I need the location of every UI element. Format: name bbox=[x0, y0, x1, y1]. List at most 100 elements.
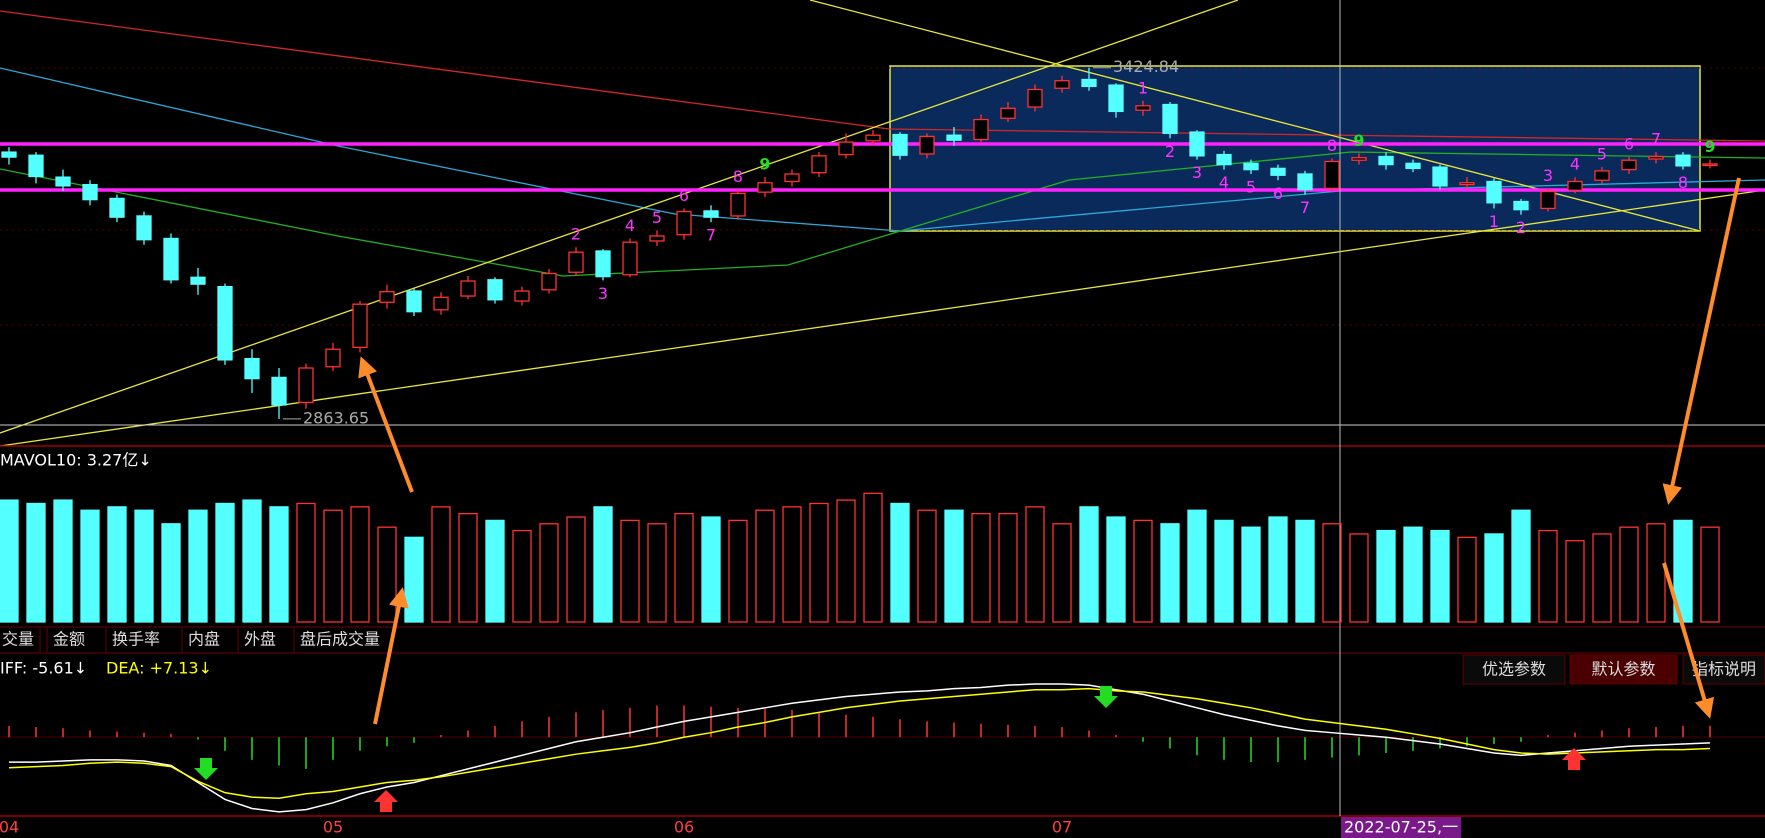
candle-body bbox=[1162, 103, 1178, 134]
td-label: 8 bbox=[733, 167, 743, 186]
selection-box bbox=[889, 65, 1701, 232]
volume-bar bbox=[539, 523, 559, 623]
volume-bar bbox=[1457, 536, 1477, 623]
td-label: 4 bbox=[1219, 173, 1229, 192]
candle-body bbox=[1540, 190, 1556, 210]
candle-body bbox=[1324, 160, 1340, 190]
volume-bar bbox=[1430, 529, 1450, 623]
param-button[interactable]: 优选参数 bbox=[1482, 660, 1546, 679]
volume-bar bbox=[944, 509, 964, 623]
volume-bar bbox=[836, 499, 856, 623]
td-label: 1 bbox=[1489, 212, 1499, 231]
param-button[interactable]: 默认参数 bbox=[1591, 660, 1655, 679]
volume-bar bbox=[1565, 540, 1585, 623]
volume-bar bbox=[188, 509, 208, 623]
x-tick-label: 04 bbox=[0, 818, 19, 837]
volume-bar bbox=[701, 516, 721, 623]
candle-body bbox=[1000, 107, 1016, 119]
volume-bar bbox=[1349, 533, 1369, 623]
td-label: 3 bbox=[598, 284, 608, 303]
candle-body bbox=[1648, 155, 1664, 160]
candle-body bbox=[1216, 153, 1232, 166]
volume-bar bbox=[134, 509, 154, 623]
volume-bar bbox=[971, 512, 991, 623]
candle-body bbox=[487, 279, 503, 301]
td-label: 2 bbox=[1165, 142, 1175, 161]
cursor-date-box bbox=[1341, 817, 1461, 838]
indicator-tab[interactable]: 换手率 bbox=[112, 630, 160, 649]
param-button[interactable]: 指标说明 bbox=[1692, 660, 1756, 679]
volume-bar bbox=[1106, 516, 1126, 623]
ma-line bbox=[0, 10, 1765, 142]
candle-body bbox=[568, 251, 584, 273]
candle-body bbox=[406, 290, 422, 313]
candle-body bbox=[298, 367, 314, 404]
volume-bar bbox=[1484, 533, 1504, 623]
candle-body bbox=[433, 296, 449, 311]
candle-body bbox=[1378, 155, 1394, 166]
indicator-tab[interactable]: 交量 bbox=[2, 630, 34, 649]
volume-bar bbox=[1322, 523, 1342, 623]
td-label: 5 bbox=[652, 208, 662, 227]
td-label: 1 bbox=[1138, 78, 1148, 97]
indicator-tab[interactable]: 外盘 bbox=[244, 630, 276, 649]
candle-body bbox=[1351, 157, 1367, 161]
candle-body bbox=[973, 118, 989, 141]
volume-bar bbox=[1052, 523, 1072, 623]
candle-body bbox=[784, 173, 800, 183]
volume-bar bbox=[377, 526, 397, 623]
volume-bar bbox=[1592, 533, 1612, 623]
annotation-arrow bbox=[358, 356, 414, 493]
candle-body bbox=[622, 241, 638, 276]
dea-label: DEA: +7.13↓ bbox=[106, 659, 212, 678]
indicator-tab[interactable]: 内盘 bbox=[188, 630, 220, 649]
candle-body bbox=[379, 291, 395, 303]
extreme-label: 3424.84 bbox=[1113, 57, 1179, 76]
volume-bar bbox=[620, 519, 640, 623]
td-label: 3 bbox=[1192, 163, 1202, 182]
candle-body bbox=[55, 176, 71, 187]
macd-diff-line bbox=[9, 683, 1711, 813]
volume-bar bbox=[674, 512, 694, 623]
volume-bar bbox=[458, 512, 478, 623]
volume-bar bbox=[1403, 526, 1423, 623]
td-label: 5 bbox=[1246, 177, 1256, 196]
candle-body bbox=[865, 134, 881, 142]
volume-bar bbox=[1133, 519, 1153, 623]
volume-bar bbox=[1214, 519, 1234, 623]
cross-arrow bbox=[1562, 748, 1586, 770]
candle-body bbox=[838, 141, 854, 156]
candle-body bbox=[649, 235, 665, 242]
volume-bar bbox=[269, 506, 289, 623]
annotation-arrow bbox=[373, 587, 409, 725]
volume-bar bbox=[1025, 506, 1045, 623]
td-label: 8 bbox=[1678, 173, 1688, 192]
volume-bar bbox=[1376, 529, 1396, 623]
candle-body bbox=[595, 250, 611, 278]
candle-body bbox=[1405, 162, 1421, 170]
indicator-tab[interactable]: 盘后成交量 bbox=[300, 630, 380, 649]
candle-body bbox=[163, 237, 179, 281]
candle-body bbox=[1594, 170, 1610, 181]
volume-bar bbox=[1619, 526, 1639, 623]
td-label: 4 bbox=[625, 216, 635, 235]
indicator-tab[interactable]: 金额 bbox=[53, 630, 85, 649]
cursor-date: 2022-07-25,一 bbox=[1344, 818, 1458, 837]
candle-body bbox=[1189, 131, 1205, 157]
volume-label: MAVOL10: 3.27亿↓ bbox=[0, 451, 152, 470]
volume-bar bbox=[1538, 529, 1558, 623]
candle-body bbox=[1270, 167, 1286, 176]
td-label: 3 bbox=[1543, 166, 1553, 185]
td-label: 9 bbox=[759, 155, 770, 174]
extreme-label: 2863.65 bbox=[303, 408, 369, 427]
volume-bar bbox=[215, 502, 235, 623]
candle-body bbox=[1567, 180, 1583, 191]
volume-bar bbox=[53, 499, 73, 623]
td-label: 5 bbox=[1597, 145, 1607, 164]
candle-body bbox=[352, 303, 368, 349]
param-button-bg bbox=[1462, 654, 1566, 685]
volume-bar bbox=[404, 536, 424, 623]
td-label: 9 bbox=[1704, 137, 1715, 156]
